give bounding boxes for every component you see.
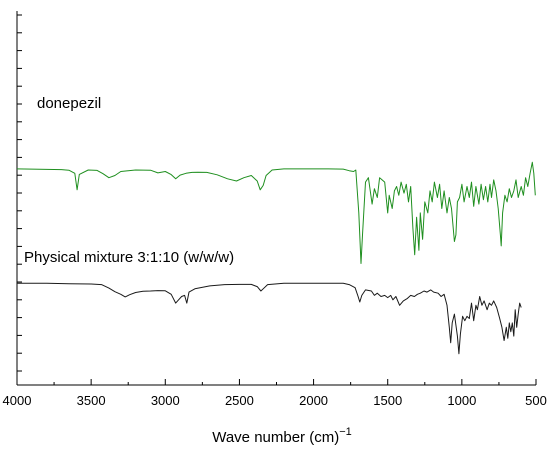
x-tick-label: 1000 bbox=[447, 393, 476, 408]
x-tick-label: 3000 bbox=[151, 393, 180, 408]
x-tick-label: 3500 bbox=[77, 393, 106, 408]
labels-layer: donepezil Physical mixture 3:1:10 (w/w/w… bbox=[24, 95, 352, 446]
x-axis-label-text: Wave number (cm) bbox=[212, 429, 339, 446]
series-label-physical-mixture: Physical mixture 3:1:10 (w/w/w) bbox=[24, 249, 234, 266]
x-tick-label: 2000 bbox=[299, 393, 328, 408]
series-line-physical-mixture bbox=[17, 282, 522, 355]
plot-axes: 4000 3500 3000 2500 2000 1500 1000 500 bbox=[3, 11, 547, 408]
series-layer bbox=[16, 161, 536, 355]
x-tick-label: 4000 bbox=[3, 393, 32, 408]
x-axis-label-superscript: −1 bbox=[339, 426, 352, 438]
x-tick-label: 1500 bbox=[373, 393, 402, 408]
x-tick-label: 2500 bbox=[225, 393, 254, 408]
x-tick-label: 500 bbox=[525, 393, 547, 408]
x-axis-label: Wave number (cm)−1 bbox=[212, 426, 352, 446]
series-label-donepezil: donepezil bbox=[37, 95, 101, 112]
series-line-donepezil bbox=[16, 161, 536, 264]
